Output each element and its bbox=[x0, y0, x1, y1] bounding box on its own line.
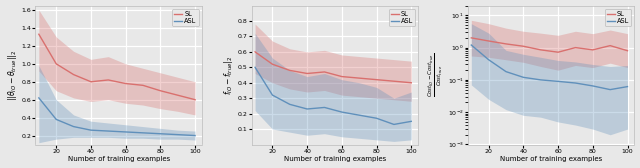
SL bbox=[269, 63, 276, 65]
SL bbox=[303, 72, 311, 74]
Legend: SL, ASL: SL, ASL bbox=[605, 9, 631, 26]
ASL bbox=[139, 132, 147, 134]
SL bbox=[104, 79, 112, 81]
ASL bbox=[35, 97, 43, 99]
X-axis label: Number of training examples: Number of training examples bbox=[68, 156, 170, 162]
SL bbox=[122, 82, 129, 85]
SL bbox=[589, 49, 596, 51]
SL bbox=[537, 49, 545, 51]
ASL bbox=[157, 133, 164, 135]
SL bbox=[408, 82, 415, 84]
Y-axis label: $f_{IO} - f_{true}|_2$: $f_{IO} - f_{true}|_2$ bbox=[222, 55, 235, 95]
X-axis label: Number of training examples: Number of training examples bbox=[284, 156, 386, 162]
ASL bbox=[355, 114, 363, 116]
Line: SL: SL bbox=[39, 34, 195, 100]
SL bbox=[606, 45, 614, 47]
ASL bbox=[467, 44, 475, 46]
SL bbox=[554, 51, 562, 53]
SL bbox=[174, 94, 182, 96]
SL bbox=[191, 99, 199, 101]
Line: SL: SL bbox=[471, 38, 627, 52]
ASL bbox=[390, 123, 397, 125]
ASL bbox=[537, 79, 545, 81]
SL bbox=[338, 76, 346, 78]
SL bbox=[35, 33, 43, 35]
ASL bbox=[372, 117, 380, 119]
SL bbox=[572, 47, 579, 49]
Line: SL: SL bbox=[255, 52, 412, 83]
ASL bbox=[554, 80, 562, 82]
ASL bbox=[623, 86, 631, 88]
SL bbox=[623, 50, 631, 52]
SL bbox=[321, 71, 328, 73]
X-axis label: Number of training examples: Number of training examples bbox=[500, 156, 602, 162]
ASL bbox=[52, 118, 60, 120]
ASL bbox=[485, 59, 493, 61]
Line: ASL: ASL bbox=[255, 67, 412, 124]
ASL bbox=[606, 89, 614, 91]
ASL bbox=[338, 111, 346, 113]
ASL bbox=[191, 135, 199, 137]
Line: ASL: ASL bbox=[39, 98, 195, 136]
Y-axis label: $\frac{Cost_{IO}-Cost_{true}}{Cost_{true}}$: $\frac{Cost_{IO}-Cost_{true}}{Cost_{true… bbox=[426, 53, 445, 97]
Legend: SL, ASL: SL, ASL bbox=[172, 9, 198, 26]
SL bbox=[372, 79, 380, 81]
SL bbox=[157, 90, 164, 92]
Legend: SL, ASL: SL, ASL bbox=[388, 9, 415, 26]
ASL bbox=[572, 82, 579, 84]
ASL bbox=[104, 130, 112, 132]
ASL bbox=[174, 134, 182, 136]
SL bbox=[139, 84, 147, 86]
SL bbox=[70, 74, 77, 76]
SL bbox=[252, 51, 259, 53]
ASL bbox=[520, 76, 527, 78]
ASL bbox=[408, 120, 415, 122]
SL bbox=[520, 45, 527, 47]
ASL bbox=[252, 66, 259, 68]
ASL bbox=[87, 129, 95, 131]
Y-axis label: $||\theta_{IO} - \theta_{true}||_2$: $||\theta_{IO} - \theta_{true}||_2$ bbox=[6, 49, 19, 101]
SL bbox=[355, 77, 363, 79]
ASL bbox=[502, 71, 510, 73]
ASL bbox=[303, 108, 311, 110]
SL bbox=[52, 63, 60, 65]
SL bbox=[87, 81, 95, 83]
ASL bbox=[589, 85, 596, 87]
ASL bbox=[286, 103, 294, 105]
ASL bbox=[269, 94, 276, 96]
ASL bbox=[122, 131, 129, 133]
SL bbox=[502, 43, 510, 45]
SL bbox=[390, 80, 397, 82]
SL bbox=[286, 69, 294, 71]
Line: ASL: ASL bbox=[471, 45, 627, 90]
ASL bbox=[70, 125, 77, 128]
ASL bbox=[321, 107, 328, 109]
SL bbox=[485, 40, 493, 42]
SL bbox=[467, 37, 475, 39]
